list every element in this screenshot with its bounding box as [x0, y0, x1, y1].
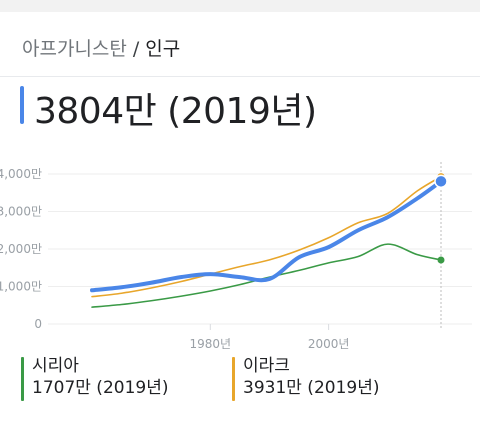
population-chart[interactable]: 0 1,000만 2,000만 3,000만 4,000만 1980년 2000년: [0, 150, 480, 360]
breadcrumb-topic: 인구: [145, 38, 181, 60]
series-end-point-afghanistan: [434, 174, 448, 189]
x-axis-ticks: 1980년 2000년: [190, 324, 350, 351]
divider: [0, 76, 480, 77]
breadcrumb: 아프가니스탄 / 인구: [22, 34, 180, 61]
series-lines: [90, 175, 443, 308]
x-tick-label: 2000년: [308, 337, 350, 351]
legend-value-iraq: 3931만 (2019년): [243, 378, 380, 398]
series-end-point-syria: [437, 256, 445, 264]
series-line-syria: [91, 243, 442, 308]
gridlines: [48, 173, 472, 325]
legend-name-syria: 시리아: [32, 356, 79, 376]
legend-name-iraq: 이라크: [243, 356, 290, 376]
y-tick-label: 2,000만: [0, 242, 42, 256]
breadcrumb-separator: /: [132, 38, 140, 60]
x-tick-label: 1980년: [190, 337, 232, 351]
legend-value-syria: 1707만 (2019년): [32, 378, 169, 398]
series-end-points: [434, 173, 448, 264]
y-tick-label: 4,000만: [0, 167, 42, 181]
y-tick-label: 3,000만: [0, 205, 42, 219]
series-line-afghanistan: [90, 179, 443, 293]
legend-color-iraq: [232, 357, 235, 401]
population-card: 아프가니스탄 / 인구: [0, 12, 480, 425]
breadcrumb-country[interactable]: 아프가니스탄: [22, 38, 127, 60]
legend-color-syria: [21, 357, 24, 401]
population-headline: 3804만 (2019년): [34, 91, 317, 132]
series-line-iraq: [91, 175, 442, 298]
legend-item-iraq[interactable]: 이라크 3931만 (2019년): [232, 355, 380, 401]
legend-item-syria[interactable]: 시리아 1707만 (2019년): [21, 355, 169, 401]
y-axis-ticks: 0 1,000만 2,000만 3,000만 4,000만: [0, 167, 42, 331]
y-tick-label: 1,000만: [0, 280, 42, 294]
y-tick-label: 0: [34, 317, 42, 331]
headline-accent-bar: [20, 86, 24, 124]
